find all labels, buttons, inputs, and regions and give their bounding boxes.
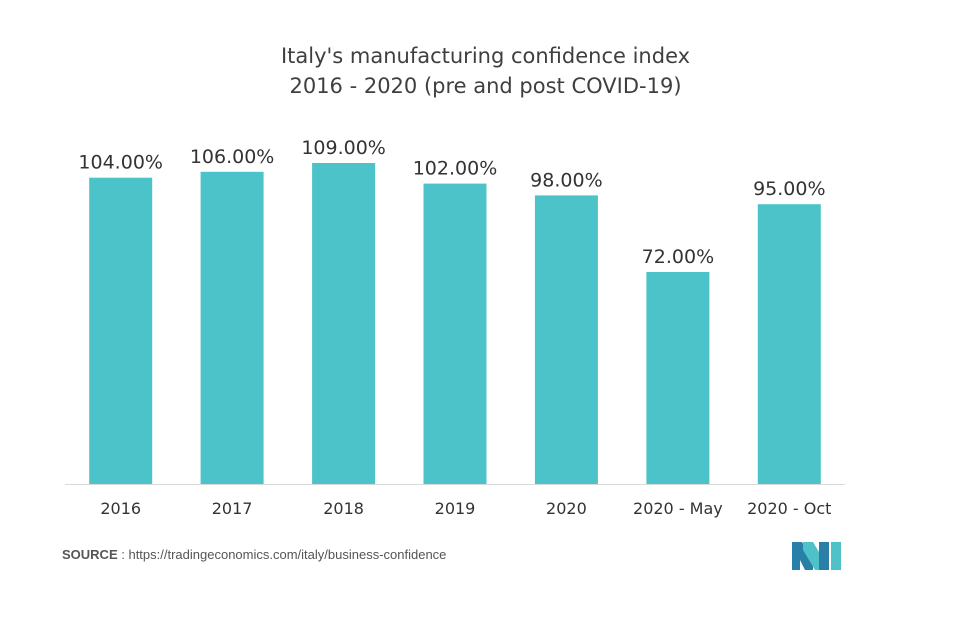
data-labels-group: 104.00% 106.00% 109.00% 102.00% 98.00% 72.00%… [78,137,825,268]
data-label-2: 109.00% [301,137,386,159]
source-note: SOURCE : https://tradingeconomics.com/it… [62,547,446,562]
source-url: https://tradingeconomics.com/italy/busin… [128,547,447,562]
x-tick-label-0: 2016 [100,499,141,518]
bar-1 [200,171,264,485]
data-label-5: 72.00% [642,246,714,268]
bar-4 [534,195,598,484]
data-label-3: 102.00% [413,158,498,180]
bar-5 [646,272,710,484]
data-label-4: 98.00% [530,169,602,191]
x-tick-label-6: 2020 - Oct [747,499,831,518]
bar-6 [757,204,821,484]
source-key: SOURCE [62,547,118,562]
x-tick-label-1: 2017 [212,499,253,518]
bar-0 [89,177,153,484]
x-tick-labels-group: 2016 2017 2018 2019 2020 2020 - May 2020 - Oct [100,499,831,518]
x-tick-label-5: 2020 - May [633,499,723,518]
bar-3 [423,183,487,484]
x-tick-label-2: 2018 [323,499,364,518]
x-tick-label-4: 2020 [546,499,587,518]
bar-2 [312,163,376,484]
chart-title-line-1: Italy's manufacturing confidence index [280,44,691,68]
bars-group [89,163,821,485]
data-label-6: 95.00% [753,178,825,200]
chart-title-line-2: 2016 - 2020 (pre and post COVID-19) [289,74,682,98]
source-separator: : [117,547,129,562]
brand-logo-icon [792,542,841,570]
data-label-0: 104.00% [78,152,163,174]
data-label-1: 106.00% [190,146,275,168]
x-tick-label-3: 2019 [435,499,476,518]
